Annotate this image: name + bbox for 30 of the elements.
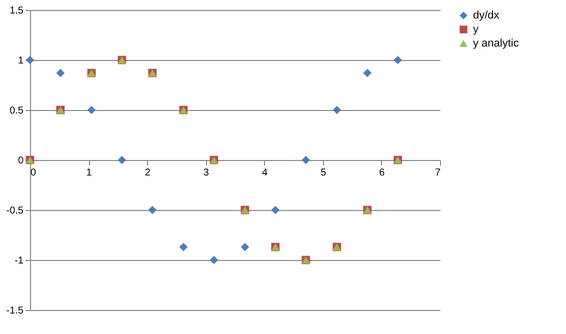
y-tick-label: 1.5: [10, 6, 24, 16]
point: [56, 68, 65, 78]
point: [179, 242, 188, 252]
point: [118, 156, 126, 164]
point: [271, 206, 280, 214]
point: [87, 106, 96, 114]
point: [240, 242, 250, 252]
legend-label: y: [473, 24, 479, 36]
legend-label: y analytic: [473, 38, 520, 50]
y-tick-label: 0.5: [10, 106, 24, 116]
y-tick-label: 0: [18, 156, 24, 166]
x-tick-label: 1: [86, 168, 92, 178]
legend-label: dy/dx: [473, 10, 500, 22]
y-tick-label: -1.5: [6, 306, 24, 316]
x-tick-label: 3: [203, 168, 210, 178]
y-tick-label: -1: [14, 256, 24, 266]
x-tick-label: 0: [30, 168, 36, 178]
point: [363, 68, 372, 78]
x-tick-label: 6: [379, 168, 386, 178]
point: [332, 106, 342, 114]
point: [394, 56, 402, 64]
x-tick-label: 5: [320, 168, 327, 178]
y-tick-label: -0.5: [6, 206, 24, 216]
point: [148, 206, 157, 214]
x-tick-label: 7: [434, 168, 441, 178]
point: [302, 156, 310, 164]
x-tick-label: 2: [144, 168, 151, 178]
y-tick-label: 1: [18, 56, 24, 66]
point: [210, 256, 218, 264]
x-tick-label: 4: [262, 168, 268, 178]
